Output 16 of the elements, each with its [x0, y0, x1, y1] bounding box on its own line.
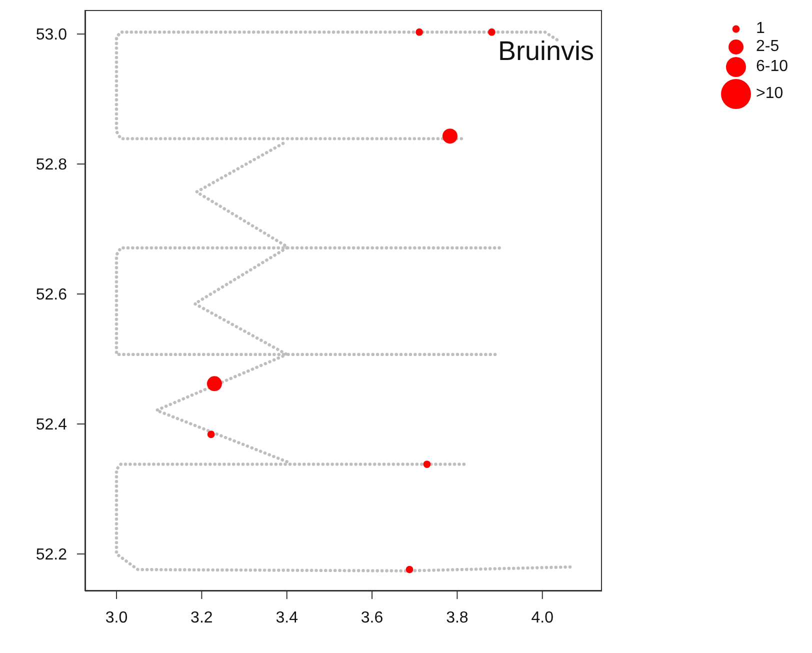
x-tick-label: 3.0 — [105, 609, 128, 626]
x-tick-label: 3.6 — [360, 609, 384, 626]
x-tick-label: 4.0 — [531, 609, 554, 626]
y-tick-label: 52.2 — [36, 546, 68, 564]
y-tick-label: 53.0 — [36, 26, 68, 44]
y-tick-label: 52.8 — [36, 156, 68, 174]
y-tick-label: 52.6 — [36, 286, 68, 304]
y-tick-label: 52.4 — [36, 416, 68, 434]
x-tick-label: 3.4 — [276, 609, 298, 626]
x-tick-label: 3.2 — [190, 609, 213, 626]
legend-label: 1 — [756, 20, 765, 38]
legend-label: 2-5 — [756, 38, 780, 56]
x-tick-label: 3.8 — [446, 609, 468, 626]
legend-label: >10 — [756, 85, 784, 103]
text: Bruinvis — [498, 36, 594, 67]
legend-label: 6-10 — [756, 58, 788, 76]
